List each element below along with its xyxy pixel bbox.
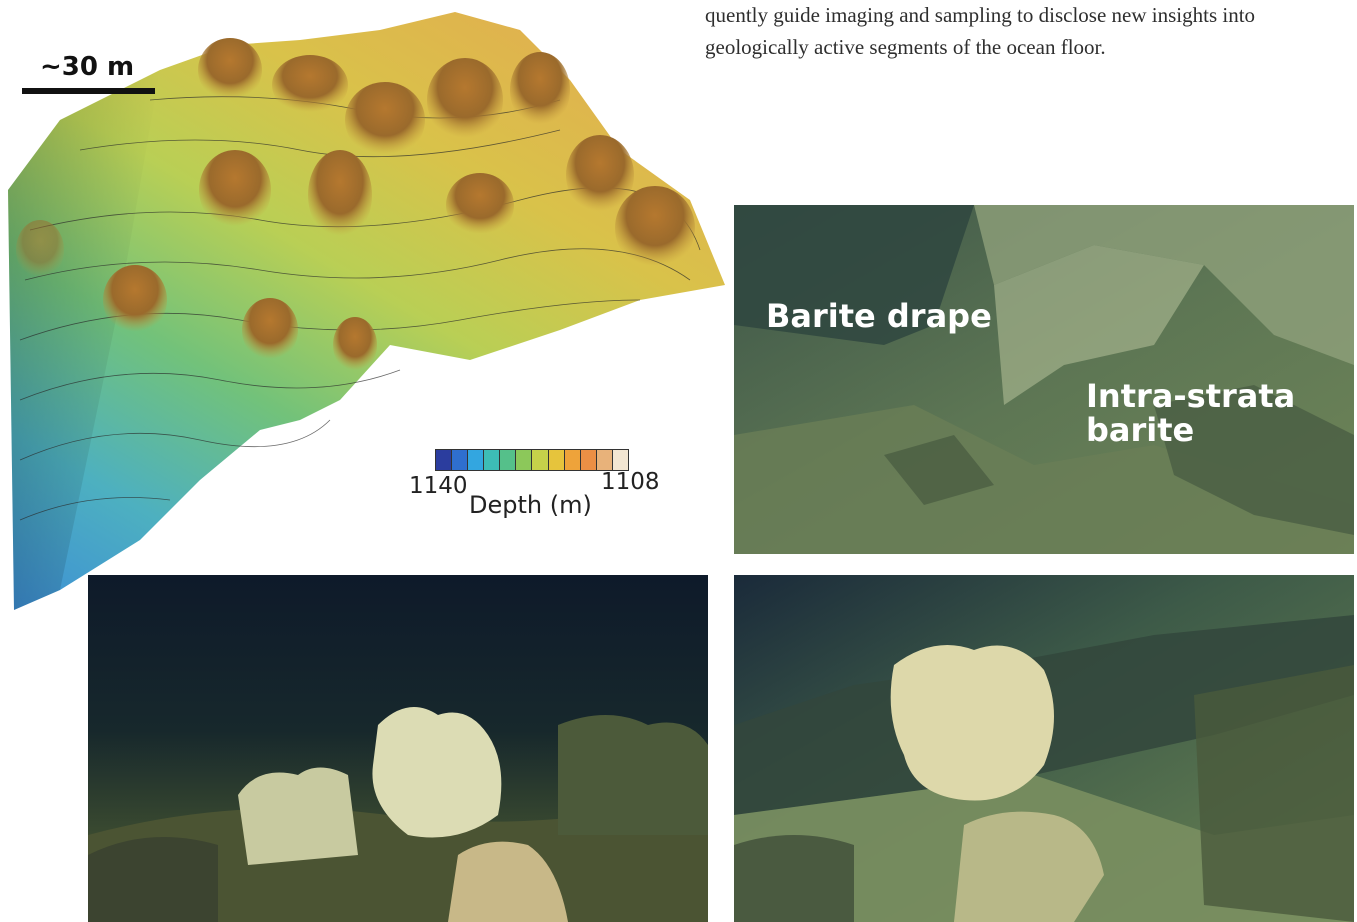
colorbar-title: Depth (m) bbox=[469, 491, 592, 519]
colorbar-cells bbox=[435, 449, 629, 471]
label-barite-drape: Barite drape bbox=[766, 297, 992, 335]
scale-line bbox=[22, 88, 155, 94]
colorbar-cell bbox=[516, 450, 533, 470]
colorbar-cell bbox=[484, 450, 501, 470]
depth-colorbar: 1140 1108 Depth (m) bbox=[409, 449, 660, 519]
colorbar-min-label: 1140 bbox=[409, 473, 468, 499]
label-intra-strata-barite: Intra-strata barite bbox=[1086, 379, 1295, 447]
colorbar-cell bbox=[564, 450, 581, 470]
colorbar-cell bbox=[500, 450, 517, 470]
bathymetry-surface bbox=[8, 12, 725, 610]
seafloor-photo-image bbox=[88, 575, 708, 922]
photo-barite-drape: Barite drape Intra-strata barite bbox=[734, 205, 1354, 554]
colorbar-cell bbox=[436, 450, 453, 470]
photo-barite-chimney-right bbox=[734, 575, 1354, 922]
paragraph-line: quently guide imaging and sampling to di… bbox=[705, 3, 1256, 27]
seafloor-photo-image bbox=[734, 205, 1354, 554]
colorbar-cell bbox=[612, 450, 628, 470]
seafloor-photo-image bbox=[734, 575, 1354, 922]
body-paragraph: quently guide imaging and sampling to di… bbox=[705, 0, 1357, 63]
paragraph-line: geologically active segments of the ocea… bbox=[705, 35, 1106, 59]
colorbar-cell bbox=[596, 450, 613, 470]
photo-barite-chimneys-left bbox=[88, 575, 708, 922]
bathymetry-map: ~30 m 1140 1108 Depth (m) bbox=[0, 0, 730, 620]
scale-label: ~30 m bbox=[40, 52, 135, 82]
colorbar-max-label: 1108 bbox=[601, 469, 660, 495]
label-line: barite bbox=[1086, 411, 1195, 449]
colorbar-cell bbox=[580, 450, 597, 470]
colorbar-cell bbox=[532, 450, 549, 470]
colorbar-cell bbox=[548, 450, 565, 470]
label-line: Intra-strata bbox=[1086, 377, 1296, 415]
colorbar-cell bbox=[468, 450, 485, 470]
colorbar-cell bbox=[452, 450, 469, 470]
